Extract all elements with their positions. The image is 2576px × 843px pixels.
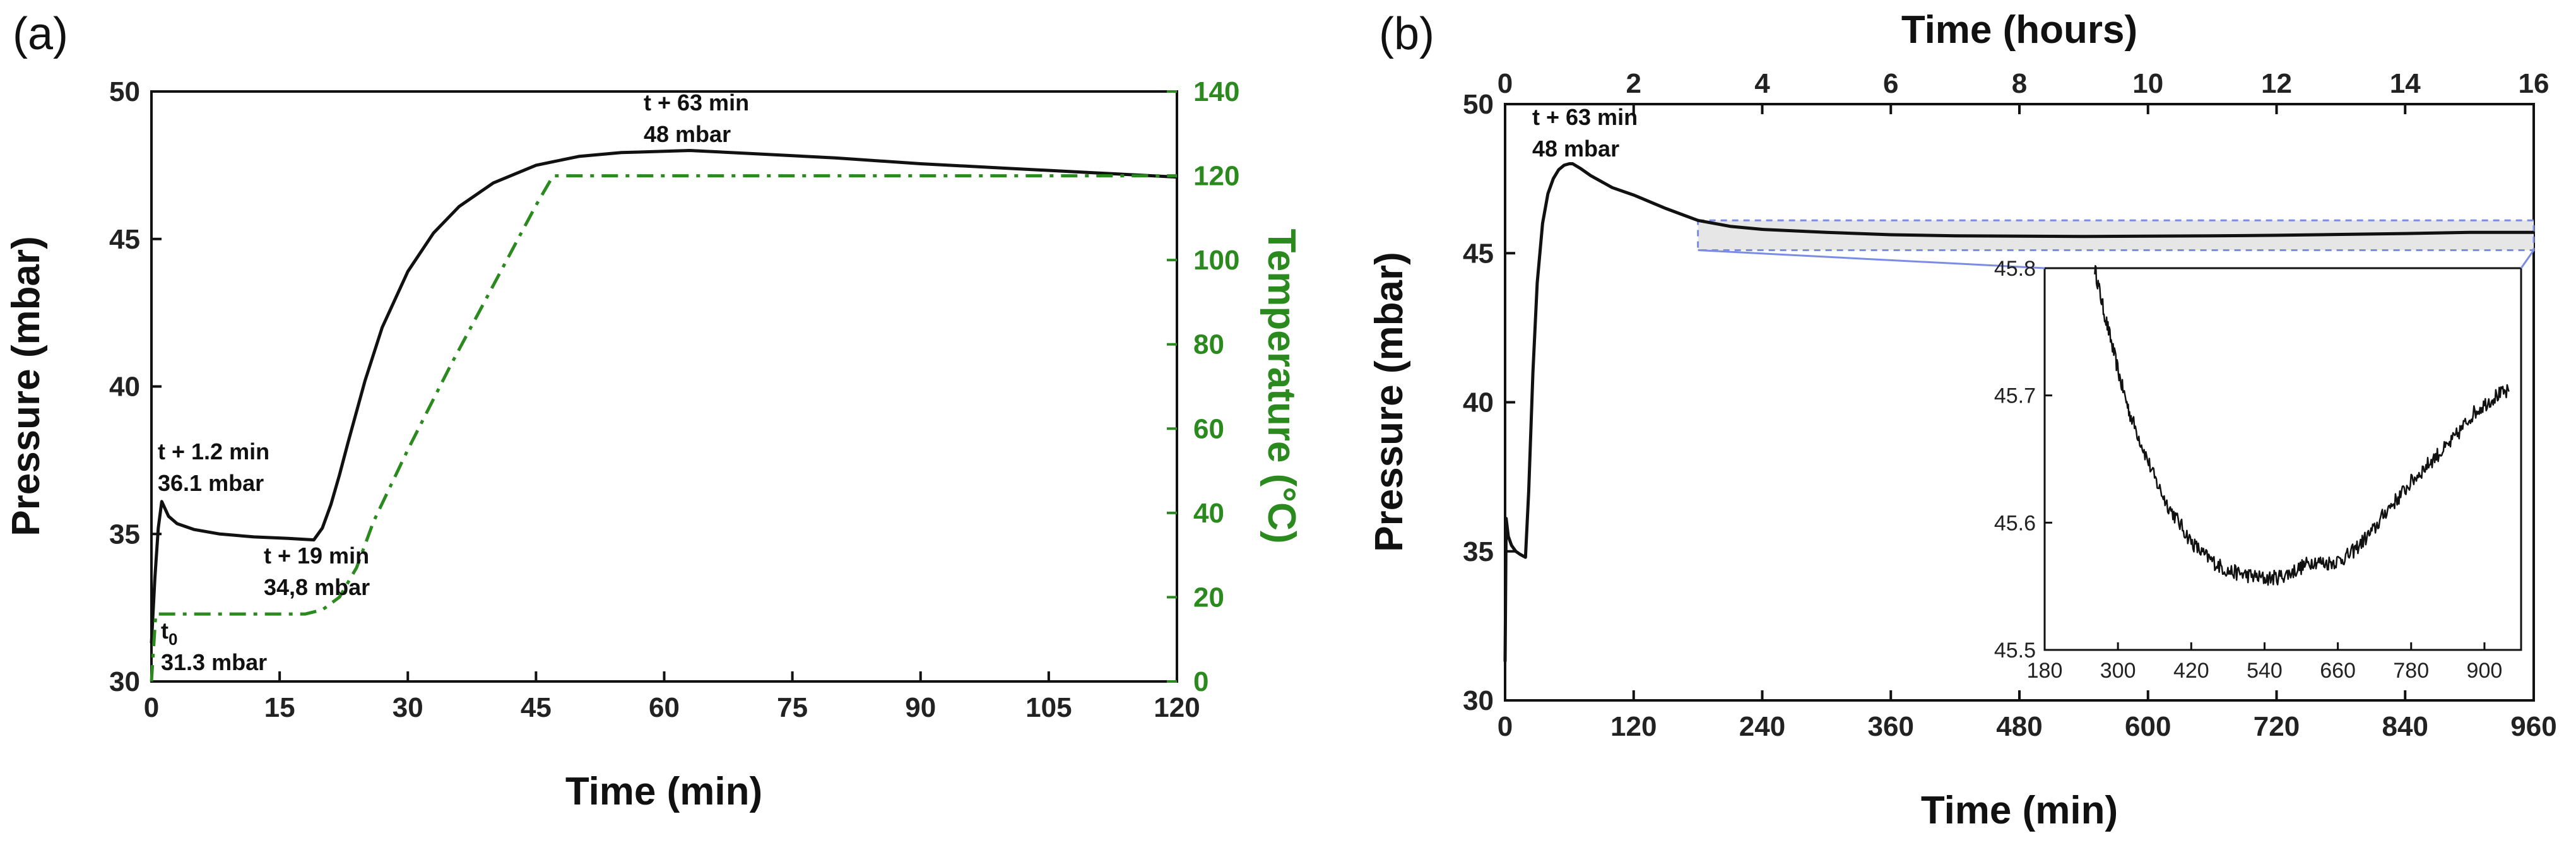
- inset-y-tick-label: 45.7: [1994, 384, 2036, 408]
- panel-b-x2-tick-label: 14: [2390, 68, 2421, 99]
- panel-b-y-axis-title: Pressure (mbar): [1368, 252, 1411, 552]
- panel-a-x-tick-label: 60: [649, 692, 680, 723]
- panel-a-y-tick-label: 50: [109, 76, 140, 107]
- inset-y-tick-label: 45.8: [1994, 257, 2036, 281]
- panel-b-x-axis-title: Time (min): [1921, 789, 2118, 832]
- inset-x-tick-label: 540: [2247, 659, 2283, 683]
- panel-a-label: (a): [13, 9, 68, 59]
- panel-a-annotation: 31.3 mbar: [161, 649, 267, 675]
- panel-a-annotation: 36.1 mbar: [158, 470, 264, 496]
- inset-connector-line: [1698, 249, 2045, 269]
- panel-b-x2-tick-label: 12: [2261, 68, 2292, 99]
- inset-x-tick-label: 780: [2393, 659, 2429, 683]
- panel-b-x2-tick-label: 8: [2012, 68, 2027, 99]
- panel-a-y-tick-label: 35: [109, 519, 140, 550]
- panel-a-annotation: t + 63 min: [644, 90, 749, 115]
- inset-frame: [2043, 267, 2522, 651]
- inset-y-tick-label: 45.6: [1994, 511, 2036, 535]
- panel-b-x2-tick-label: 16: [2519, 68, 2549, 99]
- panel-a-x-tick-label: 0: [144, 692, 159, 723]
- inset-y-tick-label: 45.5: [1994, 639, 2036, 663]
- panel-b-label: (b): [1379, 9, 1434, 59]
- panel-b-x2-tick-label: 2: [1626, 68, 1641, 99]
- panel-a-annotation: 34,8 mbar: [264, 574, 370, 600]
- panel-b-x-tick-label: 0: [1498, 711, 1513, 742]
- pressure-line: [1503, 162, 2534, 662]
- pressure-line: [150, 149, 1178, 644]
- panel-b-annotation: t + 63 min: [1532, 104, 1638, 130]
- panel-a-y2-tick-label: 0: [1193, 666, 1208, 697]
- inset-x-tick-label: 180: [2027, 659, 2063, 683]
- panel-b: (b) 0 120 240 360 480 600 720 840 960 0 2 4 6 8 10 12 1…: [1368, 8, 2557, 832]
- panel-b-x2-tick-label: 10: [2132, 68, 2163, 99]
- panel-a-y2-axis-title: Temperature (°C): [1260, 228, 1303, 543]
- panel-b-x2-tick-label: 0: [1498, 68, 1513, 99]
- panel-b-x2-axis-title: Time (hours): [1901, 8, 2137, 52]
- panel-b-y-tick-label: 40: [1463, 387, 1494, 418]
- panel-b-x-tick-label: 120: [1610, 711, 1657, 742]
- panel-a-y2-tick-label: 60: [1193, 413, 1224, 444]
- panel-a-x-tick-label: 105: [1025, 692, 1072, 723]
- panel-a-annotation: t + 19 min: [264, 543, 369, 569]
- panel-b-x-tick-label: 960: [2510, 711, 2556, 742]
- panel-a-y-tick-label: 30: [109, 666, 140, 697]
- panel-a-y2-tick-label: 80: [1193, 329, 1224, 360]
- panel-a: (a) 0 15 30 45 60 75 90 105 120 30 35 40 45 50 0 20 40…: [4, 9, 1303, 813]
- panel-b-y-tick-label: 35: [1463, 536, 1494, 567]
- panel-b-x2-tick-label: 4: [1754, 68, 1770, 99]
- inset-x-tick-label: 300: [2100, 659, 2136, 683]
- panel-a-x-tick-label: 120: [1154, 692, 1200, 723]
- panel-a-y2-tick-label: 20: [1193, 582, 1224, 613]
- panel-a-annotation: t0: [161, 618, 177, 649]
- panel-a-annotation: t + 1.2 min: [158, 439, 269, 464]
- panel-a-y-axis-title: Pressure (mbar): [4, 236, 48, 536]
- inset-connector-line: [2520, 249, 2535, 269]
- panel-a-x-tick-label: 15: [264, 692, 295, 723]
- panel-a-x-tick-label: 45: [521, 692, 552, 723]
- panel-b-x-tick-label: 360: [1868, 711, 1914, 742]
- panel-a-x-tick-label: 90: [905, 692, 936, 723]
- panel-b-x-tick-label: 720: [2254, 711, 2300, 742]
- inset-x-tick-label: 900: [2467, 659, 2503, 683]
- panel-b-x-tick-label: 600: [2125, 711, 2171, 742]
- panel-b-x2-tick-label: 6: [1883, 68, 1898, 99]
- inset-pressure-line: [2094, 264, 2510, 586]
- panel-a-x-tick-label: 75: [777, 692, 808, 723]
- panel-b-y-tick-label: 45: [1463, 238, 1494, 269]
- panel-b-y-tick-label: 50: [1463, 89, 1494, 120]
- panel-a-y2-tick-label: 100: [1193, 245, 1239, 276]
- panel-a-y-tick-label: 45: [109, 224, 140, 255]
- panel-b-y-tick-label: 30: [1463, 685, 1494, 716]
- inset-x-tick-label: 420: [2173, 659, 2209, 683]
- panel-a-x-tick-label: 30: [393, 692, 423, 723]
- inset-x-tick-label: 660: [2320, 659, 2356, 683]
- panel-a-y2-tick-label: 40: [1193, 498, 1224, 529]
- panel-a-y-tick-label: 40: [109, 372, 140, 403]
- temperature-line: [150, 174, 1177, 682]
- panel-a-y2-tick-label: 120: [1193, 161, 1239, 192]
- panel-b-annotation: 48 mbar: [1532, 136, 1619, 162]
- panel-a-x-axis-title: Time (min): [565, 770, 762, 813]
- panel-b-x-tick-label: 480: [1996, 711, 2042, 742]
- panel-a-annotation: 48 mbar: [644, 121, 731, 147]
- panel-a-y2-tick-label: 140: [1193, 76, 1239, 107]
- panel-b-x-tick-label: 840: [2382, 711, 2428, 742]
- panel-b-x-tick-label: 240: [1739, 711, 1785, 742]
